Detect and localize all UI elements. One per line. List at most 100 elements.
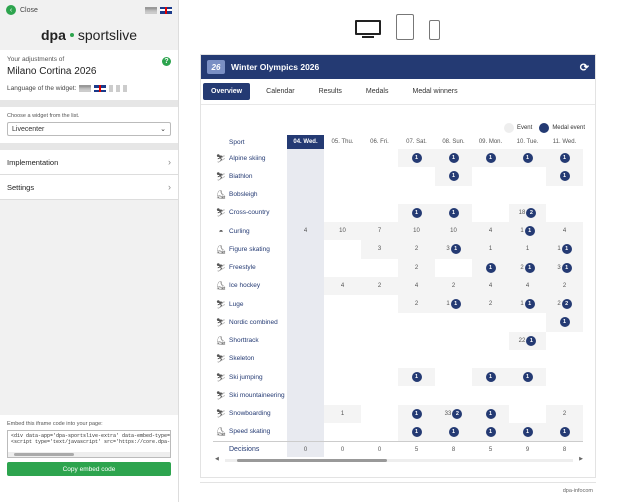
sport-name-link[interactable]: Luge (229, 300, 244, 308)
schedule-cell[interactable]: 3 (361, 240, 398, 259)
language-de-flag-icon[interactable] (79, 85, 92, 92)
schedule-cell[interactable]: 1 (509, 422, 546, 441)
schedule-cell[interactable]: 2 (398, 240, 435, 259)
schedule-cell[interactable]: 1 (472, 240, 509, 259)
sport-name-link[interactable]: Figure skating (229, 245, 270, 253)
day-header[interactable]: 09. Mon. (478, 139, 503, 145)
sport-name-link[interactable]: Shorttrack (229, 337, 259, 345)
schedule-cell[interactable]: 1 (472, 368, 509, 387)
tab-results[interactable]: Results (318, 88, 342, 95)
schedule-cell[interactable]: 1 (435, 422, 472, 441)
schedule-cell[interactable]: 1 (398, 203, 435, 222)
close-label[interactable]: Close (20, 6, 38, 14)
schedule-cell[interactable]: 1 (509, 240, 546, 259)
close-icon[interactable]: ‹ (6, 5, 16, 15)
schedule-cell[interactable]: 1 (472, 258, 509, 277)
sport-name-link[interactable]: Snowboarding (229, 410, 271, 418)
day-header[interactable]: 08. Sun. (442, 139, 465, 145)
schedule-cell[interactable]: 1 (546, 167, 583, 186)
schedule-cell[interactable]: 22 1 (509, 331, 546, 350)
schedule-cell[interactable]: 4 (398, 276, 435, 295)
schedule-cell[interactable]: 1 (509, 149, 546, 168)
sport-name-link[interactable]: Biathlon (229, 172, 253, 180)
schedule-cell[interactable]: 10 (324, 222, 361, 241)
schedule-cell[interactable]: 1 (546, 422, 583, 441)
scrollbar-thumb[interactable] (237, 459, 387, 462)
language-option-icon[interactable] (109, 85, 114, 92)
schedule-cell[interactable]: 2 (361, 276, 398, 295)
embed-code-textarea[interactable]: <div data-app='dpa-sportslive-extra' dat… (7, 430, 171, 458)
schedule-cell[interactable]: 4 (472, 222, 509, 241)
sport-name-link[interactable]: Ice hockey (229, 282, 261, 290)
copy-embed-code-button[interactable]: Copy embed code (7, 462, 171, 476)
schedule-cell[interactable]: 1 (546, 313, 583, 332)
sport-name-link[interactable]: Speed skating (229, 428, 271, 436)
schedule-cell[interactable]: 4 (287, 222, 324, 241)
sport-name-link[interactable]: Nordic combined (229, 318, 278, 326)
sport-name-link[interactable]: Bobsleigh (229, 191, 258, 199)
schedule-cell[interactable]: 2 (435, 276, 472, 295)
schedule-cell[interactable]: 1 (546, 149, 583, 168)
scroll-right-icon[interactable]: ▶ (579, 456, 583, 462)
day-header[interactable]: 05. Thu. (331, 139, 354, 145)
tab-calendar[interactable]: Calendar (266, 88, 295, 95)
scroll-left-icon[interactable]: ◀ (215, 456, 219, 462)
uk-flag-icon[interactable] (160, 6, 172, 14)
schedule-cell[interactable]: 1 (398, 422, 435, 441)
schedule-cell[interactable]: 1 (435, 203, 472, 222)
widget-select[interactable]: Livecenter ⌄ (7, 122, 171, 136)
schedule-scrollbar[interactable]: ◀ ▶ (215, 456, 583, 463)
day-header[interactable]: 10. Tue. (516, 139, 539, 145)
schedule-cell[interactable]: 2 (398, 258, 435, 277)
refresh-icon[interactable]: ⟳ (579, 61, 589, 74)
tab-overview[interactable]: Overview (203, 83, 251, 100)
help-icon[interactable]: ? (162, 57, 171, 66)
schedule-cell[interactable]: 7 (361, 222, 398, 241)
schedule-cell[interactable]: 4 (509, 276, 546, 295)
schedule-cell[interactable]: 18 2 (509, 203, 546, 222)
tablet-icon[interactable] (396, 14, 414, 40)
sport-name-link[interactable]: Alpine skiing (229, 154, 266, 162)
day-header[interactable]: 04. Wed. (287, 135, 324, 149)
sport-name-link[interactable]: Freestyle (229, 264, 256, 272)
schedule-cell[interactable]: 10 (435, 222, 472, 241)
schedule-cell[interactable]: 1 (398, 404, 435, 423)
day-header[interactable]: 07. Sat. (406, 139, 427, 145)
scrollbar-thumb[interactable] (14, 453, 74, 456)
schedule-cell[interactable]: 2 (546, 404, 583, 423)
schedule-cell[interactable]: 1 (398, 149, 435, 168)
schedule-cell[interactable]: 2 (398, 295, 435, 314)
sport-name-link[interactable]: Cross-country (229, 209, 270, 217)
schedule-cell[interactable]: 1 (472, 149, 509, 168)
schedule-cell[interactable]: 1 (472, 404, 509, 423)
tab-medals[interactable]: Medals (365, 88, 389, 95)
sport-name-link[interactable]: Ski mountaineering (229, 391, 285, 399)
accordion-settings[interactable]: Settings › (0, 175, 178, 200)
schedule-cell[interactable]: 1 (472, 422, 509, 441)
schedule-cell[interactable]: 1 (435, 167, 472, 186)
sport-name-link[interactable]: Ski jumping (229, 373, 263, 381)
sport-name-link[interactable]: Skeleton (229, 355, 255, 363)
schedule-cell[interactable]: 4 (324, 276, 361, 295)
sport-name-link[interactable]: Curling (229, 227, 250, 235)
schedule-cell[interactable]: 1 (324, 404, 361, 423)
schedule-cell[interactable]: 33 2 (435, 404, 472, 423)
day-header[interactable]: 11. Wed. (552, 139, 577, 145)
scrollbar-track[interactable] (225, 459, 573, 462)
phone-icon[interactable] (429, 20, 440, 40)
schedule-cell[interactable]: 2 (472, 295, 509, 314)
schedule-cell[interactable]: 4 (472, 276, 509, 295)
german-flag-icon[interactable] (145, 6, 157, 14)
embed-code-scrollbar[interactable] (8, 452, 170, 457)
tab-medal-winners[interactable]: Medal winners (412, 88, 458, 95)
language-option-icon[interactable] (123, 85, 128, 92)
schedule-cell[interactable]: 4 (546, 222, 583, 241)
